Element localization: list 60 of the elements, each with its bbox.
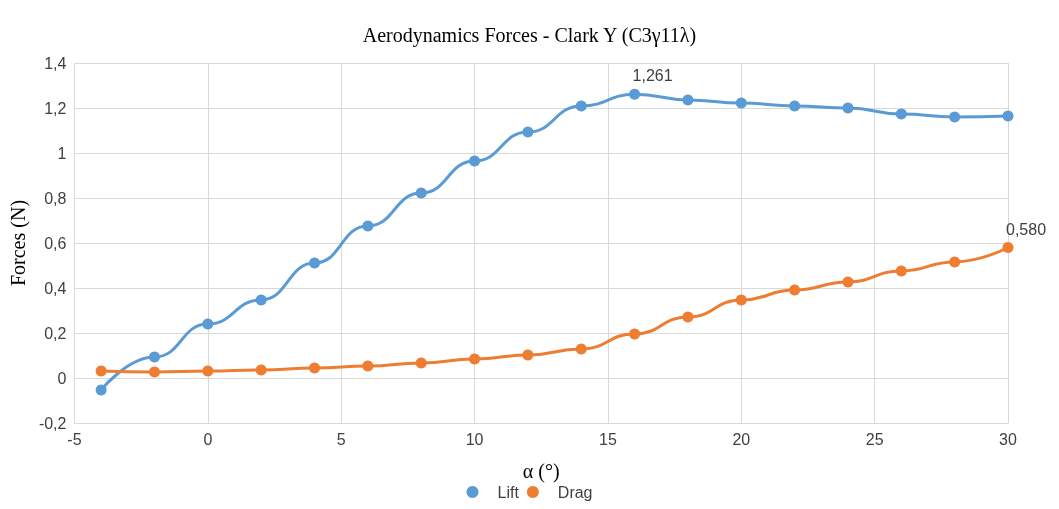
x-tick-label: 15 (599, 430, 617, 448)
point (149, 366, 160, 378)
x-tick-label: 5 (336, 430, 346, 448)
x-axis-title: α (°) (522, 460, 560, 483)
y-tick-label: 0,8 (44, 189, 67, 207)
legend-label: Drag (557, 483, 593, 501)
point (255, 294, 267, 306)
data-label: 0,580 (1005, 220, 1047, 238)
y-tick-label: 0,2 (44, 324, 67, 342)
point (629, 88, 641, 100)
point (522, 349, 534, 361)
point (415, 187, 427, 199)
point (1002, 242, 1014, 253)
point (789, 284, 801, 296)
chart-title: Aerodynamics Forces - Clark Y (C3γ11λ) (362, 24, 697, 47)
point (895, 108, 907, 120)
point (415, 357, 427, 369)
point (842, 102, 854, 114)
point (255, 364, 267, 376)
point (789, 100, 801, 112)
x-tick-label: 30 (999, 430, 1017, 448)
point (95, 365, 107, 377)
x-tick-label: 20 (732, 430, 751, 448)
point (202, 365, 214, 377)
point (362, 220, 374, 232)
point (309, 362, 321, 374)
y-tick-label: 0,6 (44, 234, 67, 252)
point (469, 353, 481, 365)
point (469, 155, 481, 167)
y-tick-label: -0,2 (38, 414, 67, 432)
point (1002, 110, 1014, 122)
point (949, 111, 961, 123)
point (95, 384, 107, 396)
y-tick-label: 1 (57, 144, 67, 162)
point (895, 265, 907, 277)
point (682, 311, 694, 323)
point (629, 328, 641, 340)
point (735, 97, 747, 109)
point (575, 100, 587, 112)
y-tick-label: 1,2 (44, 99, 67, 117)
point (309, 257, 321, 269)
point (682, 94, 694, 106)
y-tick-label: 1,4 (44, 54, 67, 72)
x-tick-label: -5 (67, 430, 82, 448)
point (149, 351, 160, 363)
point (202, 318, 214, 330)
point (949, 256, 961, 268)
y-tick-label: 0,4 (44, 279, 67, 297)
point (735, 294, 747, 306)
point (362, 360, 374, 372)
point (575, 343, 587, 355)
x-tick-label: 25 (865, 430, 884, 448)
x-tick-label: 10 (465, 430, 484, 448)
legend-label: Lift (497, 483, 520, 501)
point (522, 126, 534, 138)
y-axis-title: Forces (N) (7, 199, 30, 287)
y-tick-label: 0 (57, 369, 67, 387)
data-label: 1,261 (632, 67, 673, 85)
point (842, 276, 854, 288)
x-tick-label: 0 (203, 430, 213, 448)
